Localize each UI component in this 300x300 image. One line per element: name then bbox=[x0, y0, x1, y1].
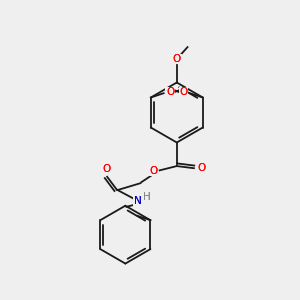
Text: H: H bbox=[143, 192, 151, 202]
Text: N: N bbox=[134, 196, 142, 206]
Text: H: H bbox=[143, 192, 151, 202]
Text: O: O bbox=[173, 54, 181, 64]
Text: O: O bbox=[149, 167, 157, 176]
Text: O: O bbox=[179, 87, 188, 97]
FancyBboxPatch shape bbox=[165, 87, 175, 97]
Text: O: O bbox=[166, 87, 174, 97]
FancyBboxPatch shape bbox=[134, 196, 143, 206]
FancyBboxPatch shape bbox=[172, 54, 182, 64]
Text: O: O bbox=[179, 87, 188, 97]
Text: O: O bbox=[197, 163, 206, 173]
Text: O: O bbox=[102, 164, 110, 174]
FancyBboxPatch shape bbox=[148, 167, 158, 176]
Text: O: O bbox=[149, 167, 157, 176]
FancyBboxPatch shape bbox=[179, 87, 188, 97]
FancyBboxPatch shape bbox=[101, 164, 111, 174]
Text: N: N bbox=[134, 196, 142, 206]
Text: O: O bbox=[166, 87, 174, 97]
Text: O: O bbox=[173, 54, 181, 64]
FancyBboxPatch shape bbox=[196, 164, 206, 173]
Text: O: O bbox=[102, 164, 110, 174]
Text: O: O bbox=[197, 163, 206, 173]
FancyBboxPatch shape bbox=[142, 192, 152, 202]
